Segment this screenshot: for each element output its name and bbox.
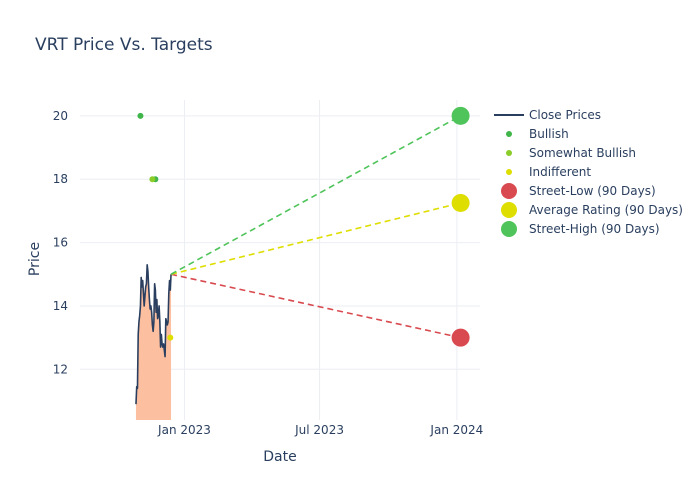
y-axis-title: Price	[27, 242, 43, 276]
x-axis-title: Date	[263, 449, 296, 465]
legend-street-high-90-days-label: Street-High (90 Days)	[529, 222, 660, 236]
legend-street-low-90-days-label: Street-Low (90 Days)	[529, 184, 656, 198]
street-high-line	[170, 115, 461, 275]
x-tick-label: Jan 2024	[429, 423, 483, 437]
chart-title: VRT Price Vs. Targets	[35, 35, 213, 55]
street-low-marker	[451, 328, 470, 347]
y-tick-label: 18	[53, 172, 68, 186]
close-price-line	[135, 263, 172, 405]
somewhat-bullish-point	[149, 176, 156, 183]
bullish-point	[137, 112, 144, 119]
legend-street-low-90-days-swatch	[501, 183, 517, 199]
legend-indifferent-swatch	[506, 169, 512, 175]
rating-markers	[137, 112, 174, 341]
legend-somewhat-bullish-label: Somewhat Bullish	[529, 146, 636, 160]
y-tick-label: 16	[53, 236, 68, 250]
legend-average-rating-90-days-swatch	[501, 202, 517, 218]
legend-close-prices-label: Close Prices	[529, 108, 601, 122]
street-high-marker	[451, 106, 470, 125]
tick-labels: 12 14 16 18 20 Jan 2023 Jul 2023 Jan 2024	[53, 109, 484, 437]
legend-street-high-90-days-swatch	[501, 221, 517, 237]
average-rating-line	[170, 202, 461, 276]
y-tick-label: 12	[53, 362, 68, 376]
y-tick-label: 14	[53, 299, 68, 313]
x-tick-label: Jul 2023	[294, 423, 344, 437]
legend-somewhat-bullish-swatch	[506, 150, 512, 156]
legend-bullish-swatch	[506, 131, 512, 137]
average-rating-marker	[451, 193, 470, 212]
legend-indifferent-label: Indifferent	[529, 165, 591, 179]
close-price-line-layer	[135, 263, 172, 405]
x-tick-label: Jan 2023	[157, 423, 211, 437]
y-tick-label: 20	[53, 109, 68, 123]
legend[interactable]: Close Prices Bullish Somewhat Bullish Indif…	[494, 108, 683, 237]
legend-average-rating-90-days-label: Average Rating (90 Days)	[529, 203, 683, 217]
target-lines	[170, 106, 470, 347]
indifferent-point	[167, 334, 174, 341]
legend-bullish-label: Bullish	[529, 127, 569, 141]
